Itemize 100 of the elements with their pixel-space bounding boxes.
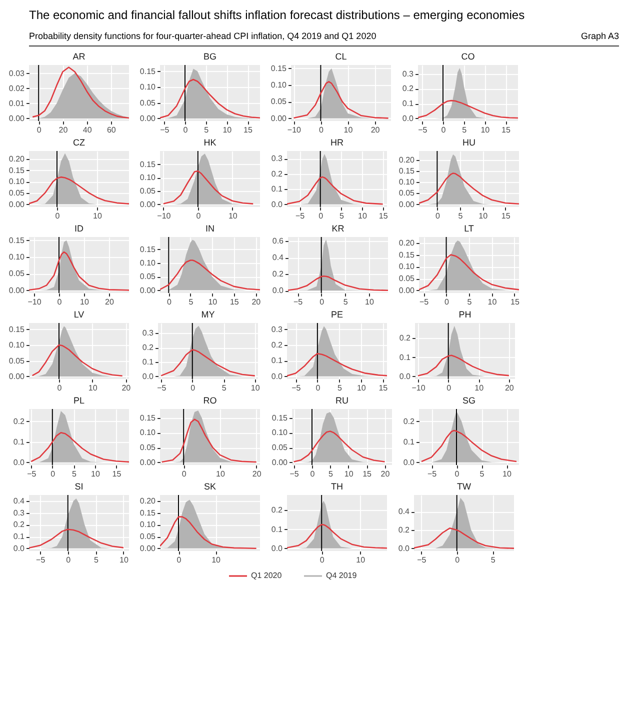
x-tick-label: −5	[292, 384, 302, 392]
x-tick-label: 10	[250, 384, 260, 392]
y-tick-label: 0.2	[271, 169, 284, 178]
x-tick-label: −5	[417, 556, 427, 564]
x-tick-label: 10	[478, 212, 488, 220]
x-tick-label: 5	[339, 212, 344, 220]
y-tick-label: 0.01	[8, 98, 26, 108]
y-tick-label: 0.0	[398, 544, 410, 553]
y-tick-label: 0.00	[140, 544, 156, 553]
x-tick-label: 5	[188, 298, 194, 306]
x-tick-label: 10	[344, 126, 354, 134]
y-tick-label: 0.2	[403, 416, 416, 426]
y-tick-label: 0.4	[13, 496, 26, 506]
y-tick-label: 0.1	[142, 357, 154, 366]
y-tick-label: 0.15	[140, 66, 156, 76]
x-tick-label: −5	[295, 212, 306, 220]
x-tick-label: 10	[344, 470, 354, 478]
x-tick-label: 10	[358, 212, 368, 220]
y-tick-label: 0.1	[399, 352, 412, 362]
x-tick-label: 5	[204, 126, 210, 134]
x-tick-label: 5	[480, 470, 485, 478]
y-tick-label: 0.00	[8, 286, 26, 295]
y-tick-label: 0.10	[8, 252, 26, 262]
y-tick-label: 0.20	[398, 238, 416, 248]
chart-title: SI	[74, 482, 84, 492]
y-tick-label: 0.10	[140, 82, 156, 92]
y-tick-label: 0.0	[272, 286, 284, 296]
y-tick-label: 0.2	[271, 340, 284, 350]
x-tick-label: 10	[474, 384, 484, 392]
legend-label: Q4 2019	[326, 571, 358, 580]
x-tick-label: 15	[112, 470, 122, 478]
y-tick-label: 0.05	[140, 98, 156, 108]
x-tick-label: 5	[490, 556, 496, 564]
x-tick-label: 10	[365, 298, 374, 306]
x-tick-label: 10	[212, 556, 222, 564]
y-tick-label: 0.1	[403, 437, 416, 446]
chart-title: LV	[74, 310, 84, 320]
y-tick-label: 0.3	[402, 69, 414, 78]
x-tick-label: 5	[328, 470, 334, 478]
chart-title: SG	[462, 396, 476, 406]
x-tick-label: −5	[418, 126, 428, 134]
chart-title: CO	[461, 52, 475, 62]
y-tick-label: 0.20	[140, 496, 156, 506]
y-tick-label: 0.15	[398, 166, 416, 176]
x-tick-label: 5	[467, 298, 472, 306]
y-tick-label: 0.2	[399, 334, 412, 343]
x-tick-label: 0	[319, 126, 324, 134]
y-tick-label: 0.0	[403, 458, 416, 467]
x-tick-label: 0	[318, 212, 324, 220]
x-tick-label: 0	[446, 384, 452, 392]
x-tick-label: 0	[455, 556, 460, 564]
y-tick-label: 0.1	[271, 356, 284, 366]
x-tick-label: 10	[91, 470, 100, 478]
x-tick-label: 20	[504, 384, 514, 392]
y-tick-label: 0.0	[271, 200, 284, 209]
y-tick-label: 0.03	[8, 68, 26, 78]
x-tick-label: 5	[458, 212, 464, 220]
x-tick-label: 5	[343, 298, 348, 306]
x-tick-label: 10	[208, 298, 218, 306]
y-tick-label: 0.1	[271, 524, 284, 534]
text: Probability density functions for four-quarter-ahead CPI inflation, Q4 2019 and Q1 2020	[29, 31, 376, 41]
x-tick-label: 0	[57, 298, 62, 306]
x-tick-label: −10	[412, 384, 426, 392]
y-tick-label: 0.1	[271, 184, 284, 194]
x-tick-label: 20	[105, 298, 114, 306]
chart-title: HU	[462, 138, 476, 148]
y-tick-label: 0.10	[398, 262, 416, 272]
y-tick-label: 0.15	[8, 166, 26, 175]
y-tick-label: 0.15	[140, 413, 156, 422]
x-tick-label: 0	[55, 212, 60, 220]
chart-title: HK	[204, 138, 216, 148]
chart-title: LT	[464, 224, 474, 234]
y-tick-label: 0.05	[140, 272, 156, 282]
y-tick-label: 0.10	[398, 178, 416, 187]
y-tick-label: 0.00	[140, 114, 156, 123]
y-tick-label: 0.2	[13, 416, 26, 426]
x-tick-label: 15	[244, 126, 253, 134]
x-tick-label: 20	[380, 470, 390, 478]
x-tick-label: 60	[106, 126, 116, 134]
x-tick-label: −10	[157, 212, 172, 220]
y-tick-label: 0.00	[140, 458, 156, 467]
y-tick-label: 0.4	[398, 507, 410, 516]
x-tick-label: 15	[501, 212, 511, 220]
chart-title: TH	[331, 482, 343, 492]
x-tick-label: 0	[176, 556, 182, 564]
y-tick-label: 0.15	[140, 244, 156, 254]
x-tick-label: 10	[356, 556, 366, 564]
x-tick-label: 10	[93, 212, 102, 220]
x-tick-label: −10	[287, 126, 302, 134]
chart-title: MY	[201, 310, 215, 320]
x-tick-label: 20	[122, 384, 132, 392]
y-tick-label: 0.4	[272, 253, 284, 262]
x-tick-label: 10	[216, 470, 226, 478]
x-tick-label: 5	[72, 470, 77, 478]
y-tick-label: 0.05	[398, 274, 416, 284]
chart-title: PL	[73, 396, 85, 406]
x-tick-label: 0	[50, 470, 56, 478]
y-tick-label: 0.15	[8, 236, 26, 245]
y-tick-label: 0.0	[13, 544, 26, 553]
x-tick-label: 10	[119, 556, 129, 564]
